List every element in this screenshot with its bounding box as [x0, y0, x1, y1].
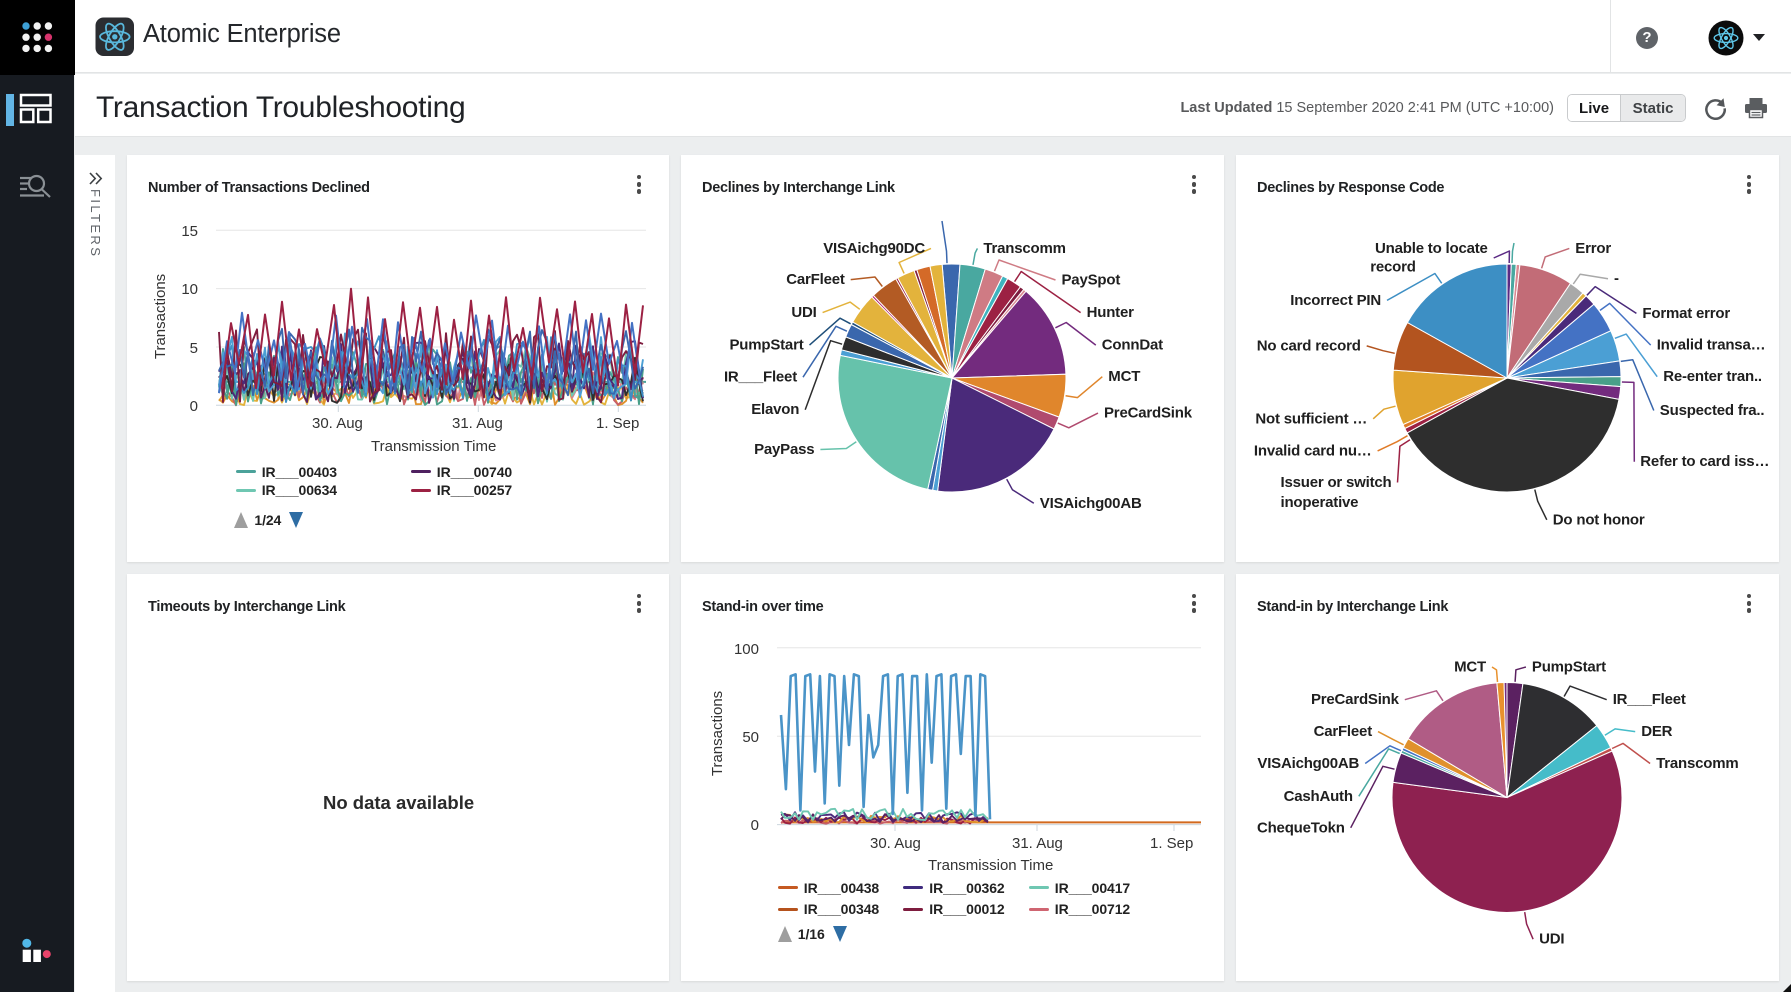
svg-text:No card record: No card record: [1257, 337, 1361, 354]
svg-text:Do not honor: Do not honor: [1553, 511, 1645, 528]
svg-text:Incorrect PIN: Incorrect PIN: [1290, 292, 1381, 309]
svg-text:MCT: MCT: [1108, 368, 1140, 385]
svg-text:MCT: MCT: [1454, 659, 1486, 676]
svg-text:VISAichg00AB: VISAichg00AB: [1257, 755, 1359, 772]
svg-text:Hunter: Hunter: [1087, 304, 1134, 321]
svg-text:ChequeTokn: ChequeTokn: [1257, 819, 1345, 836]
svg-text:Not sufficient …: Not sufficient …: [1255, 410, 1367, 427]
svg-text:Invalid card nu…: Invalid card nu…: [1254, 442, 1372, 459]
svg-text:UDI: UDI: [1539, 931, 1564, 948]
svg-text:Error: Error: [1575, 240, 1611, 257]
svg-text:IR___Fleet: IR___Fleet: [1613, 691, 1686, 708]
svg-text:record: record: [1370, 259, 1416, 276]
svg-text:PumpStart: PumpStart: [729, 337, 803, 354]
svg-text:Elavon: Elavon: [751, 401, 799, 418]
svg-text:CashAuth: CashAuth: [1284, 788, 1353, 805]
svg-text:-: -: [1614, 270, 1619, 287]
svg-text:Transcomm: Transcomm: [1656, 755, 1738, 772]
svg-text:Unable to locate: Unable to locate: [1375, 240, 1488, 257]
svg-text:Refer to card iss…: Refer to card iss…: [1640, 453, 1769, 470]
svg-text:Suspected fra..: Suspected fra..: [1660, 402, 1765, 419]
svg-text:ConnDat: ConnDat: [1102, 337, 1163, 354]
svg-text:Format error: Format error: [1642, 305, 1730, 322]
svg-text:UDI: UDI: [791, 304, 816, 321]
svg-text:Issuer or switch: Issuer or switch: [1281, 474, 1392, 491]
svg-text:PayPass: PayPass: [754, 441, 814, 458]
svg-text:CarFleet: CarFleet: [786, 271, 845, 288]
svg-text:Transcomm: Transcomm: [983, 240, 1065, 257]
svg-text:PaySpot: PaySpot: [1062, 272, 1121, 289]
svg-text:VISAichg00AB: VISAichg00AB: [1040, 495, 1142, 512]
svg-text:PreCardSink: PreCardSink: [1311, 691, 1400, 708]
svg-text:DER: DER: [1641, 723, 1672, 740]
svg-text:inoperative: inoperative: [1281, 494, 1359, 511]
svg-text:PreCardSink: PreCardSink: [1104, 405, 1193, 422]
svg-text:Re-enter tran..: Re-enter tran..: [1663, 368, 1762, 385]
svg-text:IR___Fleet: IR___Fleet: [724, 369, 797, 386]
svg-text:PumpStart: PumpStart: [1532, 659, 1606, 676]
svg-text:VISAichg90DC: VISAichg90DC: [823, 240, 925, 257]
svg-text:Invalid transa…: Invalid transa…: [1657, 337, 1766, 354]
svg-text:CarFleet: CarFleet: [1314, 723, 1373, 740]
